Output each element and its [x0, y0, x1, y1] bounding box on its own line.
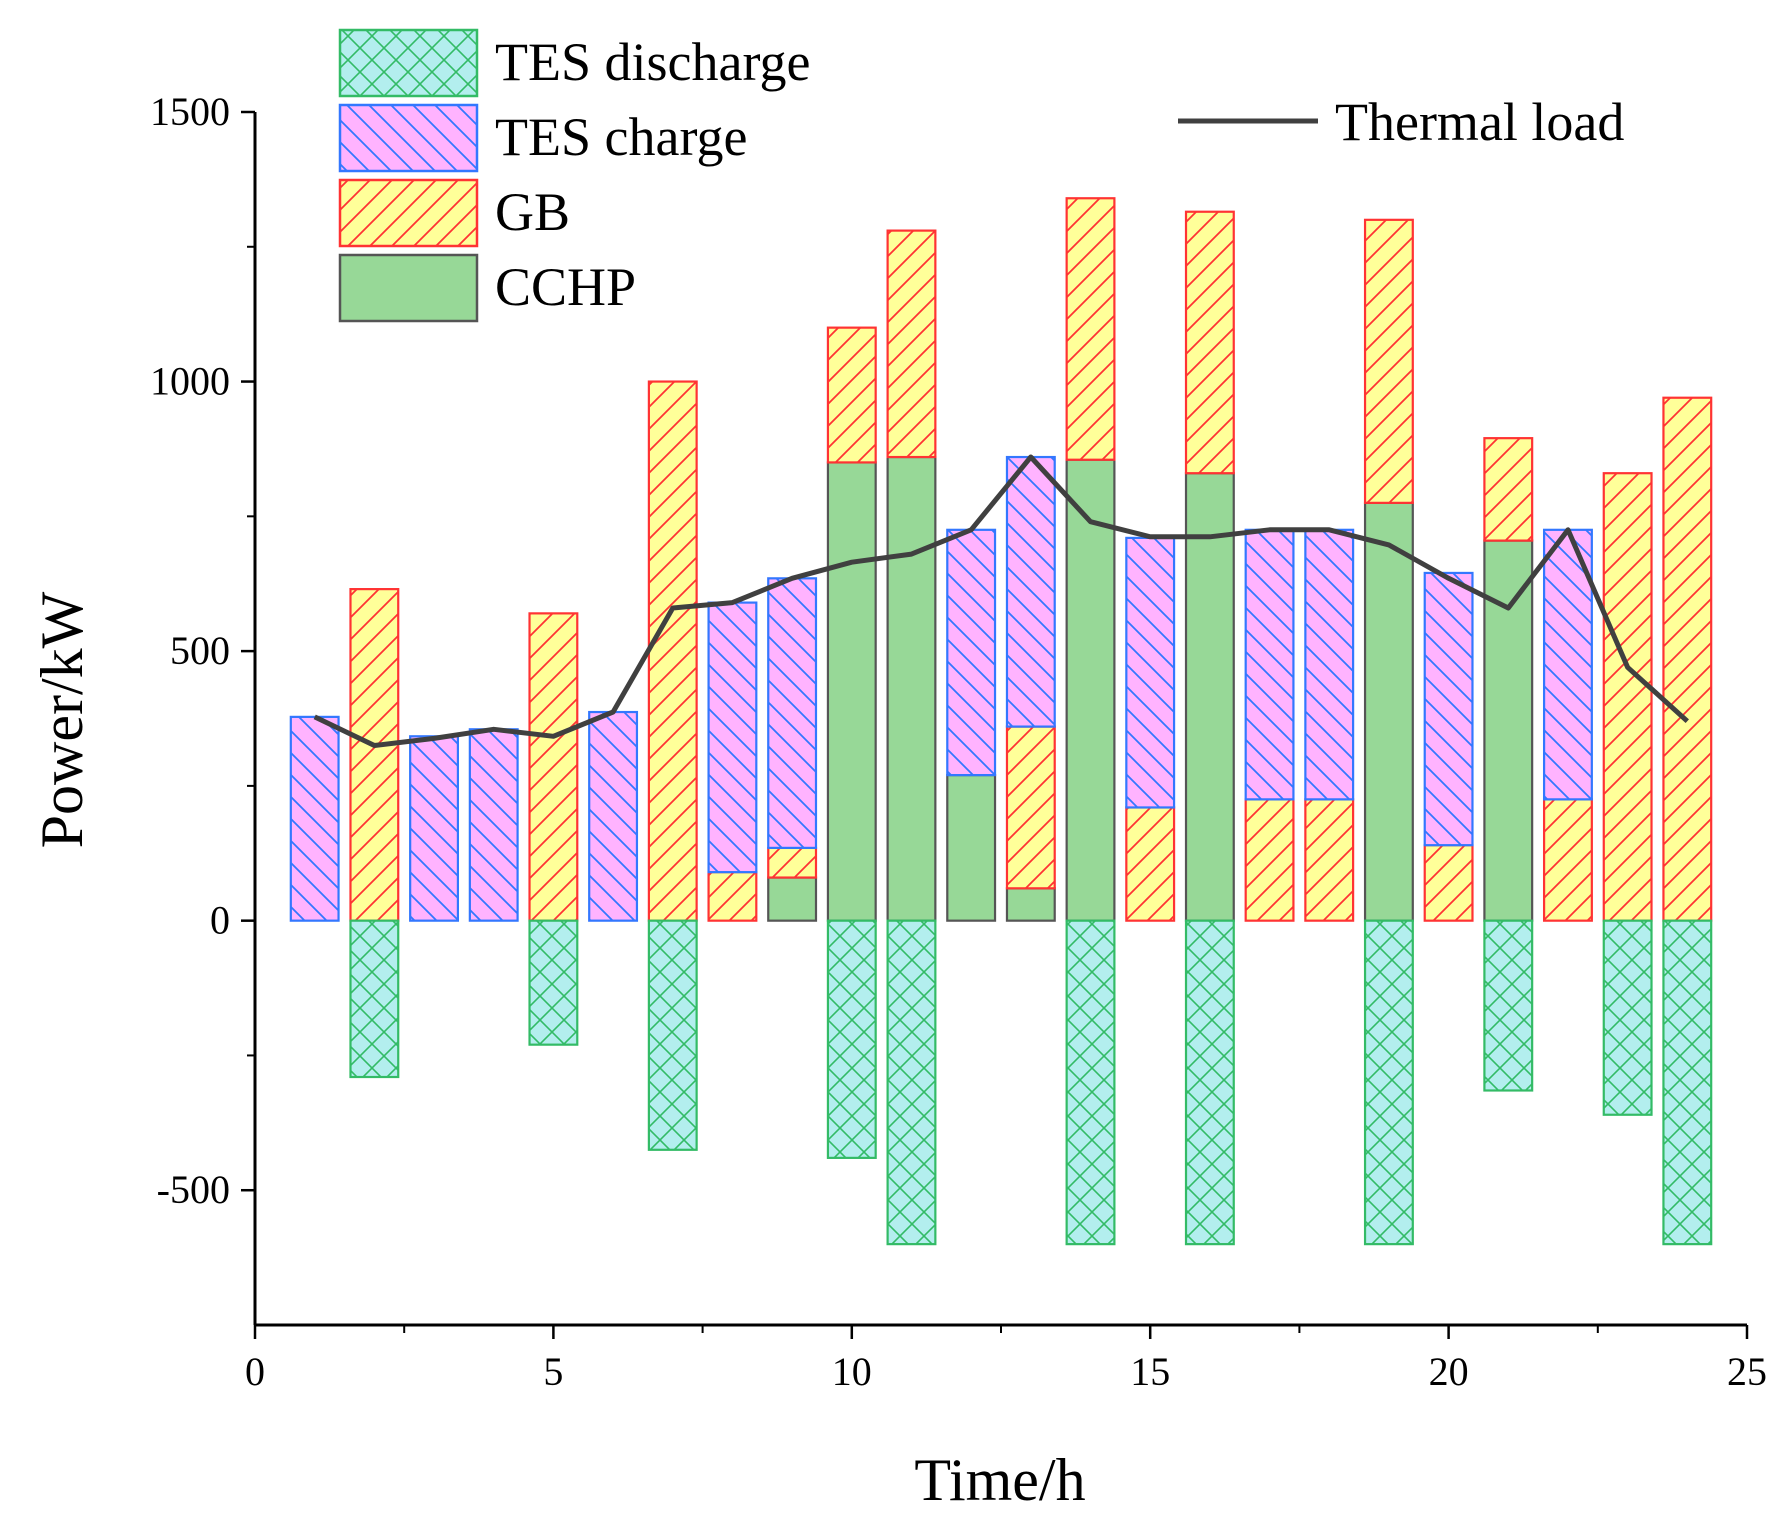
bar-gb — [1005, 725, 1056, 890]
legend-label-tes-charge: TES charge — [495, 107, 747, 167]
bar-tes-discharge — [647, 919, 698, 1151]
bar-cchp — [1005, 887, 1056, 922]
bar-gb — [1244, 798, 1295, 922]
bar-gb — [826, 326, 877, 464]
bar-gb — [1125, 806, 1176, 922]
x-tick-label: 0 — [245, 1349, 265, 1394]
y-tick-label: 0 — [210, 898, 230, 943]
ticks: 0 5 10 15 20 25 -500 0 500 1000 1500 — [150, 89, 1767, 1394]
bar-tes-charge — [767, 577, 818, 849]
legend-swatch-tes-charge — [338, 103, 479, 173]
bar-gb — [1184, 210, 1235, 475]
legend-label-gb: GB — [495, 182, 570, 242]
bar-gb — [707, 871, 758, 922]
bar-tes-charge — [1542, 528, 1593, 801]
legend-label-cchp: CCHP — [495, 257, 636, 317]
legend-swatch-gb — [338, 178, 479, 248]
bar-gb — [886, 229, 937, 459]
bar-cchp — [1363, 501, 1414, 922]
bar-tes-charge — [1244, 528, 1295, 801]
bar-tes-discharge — [826, 919, 877, 1159]
y-axis-title: Power/kW — [29, 591, 95, 848]
bar-tes-charge — [289, 715, 340, 922]
y-tick-label: -500 — [157, 1167, 230, 1212]
bar-tes-discharge — [886, 919, 937, 1246]
bar-tes-discharge — [1602, 919, 1653, 1116]
bar-cchp — [1065, 458, 1116, 922]
y-tick-label: 1000 — [150, 359, 230, 404]
bar-gb — [349, 588, 400, 922]
bar-gb — [1542, 798, 1593, 922]
bar-gb — [1304, 798, 1355, 922]
bar-tes-charge — [1005, 455, 1056, 728]
bar-gb — [1662, 396, 1713, 922]
bar-gb — [767, 846, 818, 879]
thermal-load-line — [313, 454, 1689, 748]
bar-tes-charge — [409, 735, 460, 922]
legend-label-tes-discharge: TES discharge — [495, 32, 810, 92]
x-axis-title: Time/h — [914, 1447, 1085, 1513]
bar-gb — [647, 380, 698, 922]
legend-swatch-tes-discharge — [338, 28, 479, 98]
bar-tes-discharge — [1065, 919, 1116, 1246]
x-tick-label: 5 — [543, 1349, 563, 1394]
bar-gb — [1423, 844, 1474, 922]
x-tick-label: 15 — [1130, 1349, 1170, 1394]
bar-gb — [1363, 218, 1414, 504]
bar-cchp — [1184, 472, 1235, 922]
legend-swatch-cchp — [338, 253, 479, 323]
y-tick-label: 1500 — [150, 89, 230, 134]
bar-tes-discharge — [1184, 919, 1235, 1246]
bar-tes-discharge — [1363, 919, 1414, 1246]
bar-tes-charge — [588, 710, 639, 922]
plot-area — [289, 197, 1713, 1246]
bar-tes-charge — [468, 728, 519, 922]
bar-cchp — [946, 774, 997, 922]
bar-gb — [1065, 197, 1116, 461]
bar-tes-discharge — [528, 919, 579, 1046]
x-tick-label: 20 — [1429, 1349, 1469, 1394]
bar-gb — [528, 612, 579, 922]
bar-tes-discharge — [1662, 919, 1713, 1246]
bar-gb — [1483, 437, 1534, 542]
bar-tes-discharge — [1483, 919, 1534, 1092]
bar-tes-charge — [1125, 536, 1176, 809]
bar-cchp — [826, 461, 877, 922]
x-tick-label: 10 — [832, 1349, 872, 1394]
bar-cchp — [767, 876, 818, 922]
bar-cchp — [886, 455, 937, 922]
bar-tes-discharge — [349, 919, 400, 1079]
bar-tes-charge — [1423, 571, 1474, 847]
legend-label-thermal-load: Thermal load — [1335, 92, 1624, 152]
bar-tes-charge — [1304, 528, 1355, 801]
legend: TES discharge TES charge GB CCHP Thermal loa… — [338, 28, 1624, 323]
bar-gb — [1602, 472, 1653, 922]
bar-tes-charge — [707, 601, 758, 874]
bar-tes-charge — [946, 528, 997, 777]
y-tick-label: 500 — [170, 628, 230, 673]
x-tick-label: 25 — [1727, 1349, 1767, 1394]
